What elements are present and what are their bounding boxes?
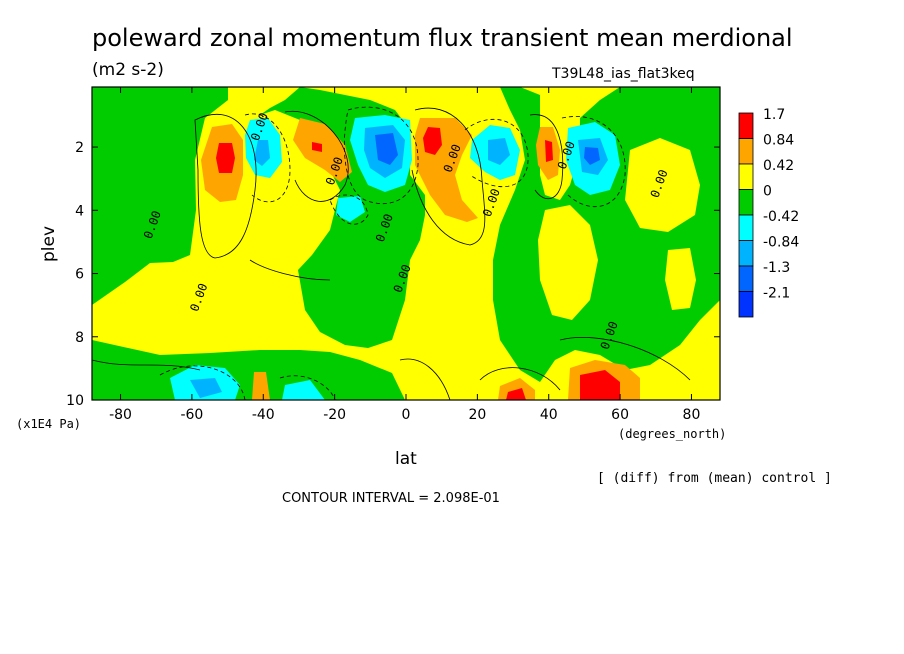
x-tick-label: -20 (323, 407, 346, 423)
y-tick-label: 4 (75, 203, 84, 219)
blue-region (190, 378, 222, 398)
colorbar-swatch (738, 138, 754, 165)
colorbar-swatch (738, 240, 754, 267)
x-tick-label: 20 (468, 407, 486, 423)
x-axis-units: (degrees_north) (618, 427, 726, 441)
colorbar-label: 0.42 (763, 158, 794, 174)
y-axis-title: plev (39, 226, 59, 262)
yellow-region (625, 138, 700, 232)
colorbar-swatch (738, 163, 754, 190)
blue-region (254, 140, 270, 166)
x-tick-label: 60 (611, 407, 629, 423)
colorbar-swatch (738, 112, 754, 139)
green-region (92, 340, 405, 400)
x-tick-label: 40 (540, 407, 558, 423)
colorbar-label: 1.7 (763, 107, 785, 123)
x-tick-label: 0 (402, 407, 411, 423)
chart-title: poleward zonal momentum flux transient m… (92, 24, 793, 52)
x-tick-label: -60 (180, 407, 203, 423)
chart-units: (m2 s-2) (92, 60, 164, 80)
blue-region (488, 138, 510, 165)
green-region (140, 150, 165, 262)
y-tick-label: 6 (75, 267, 84, 283)
red-region (216, 143, 235, 173)
contour-lines-dashed (159, 106, 626, 400)
red-region (580, 370, 620, 400)
yellow-region (665, 248, 696, 310)
colorbar-label: 0 (763, 184, 772, 200)
y-tick-label: 8 (75, 330, 84, 346)
colorbar: 1.7 0.84 0.42 0 -0.42 -0.84 -1.3 -2.1 (738, 107, 799, 318)
orange-region (498, 378, 535, 400)
x-axis: -80 -60 -40 -20 0 20 40 60 80 (109, 87, 700, 423)
orange-region (293, 118, 352, 182)
blue-region (584, 147, 600, 165)
cyan-region (336, 196, 365, 222)
plot-area (92, 87, 720, 400)
x-tick-label: 80 (683, 407, 701, 423)
cyan-region (282, 380, 325, 400)
yellow-region (538, 205, 598, 320)
colorbar-label: 0.84 (763, 133, 794, 149)
red-region (423, 127, 442, 155)
contour-lines (92, 107, 691, 400)
x-axis-title: lat (395, 449, 417, 469)
red-region (312, 142, 322, 152)
contour-interval: CONTOUR INTERVAL = 2.098E-01 (282, 491, 500, 506)
y-axis-units: (x1E4 Pa) (16, 417, 81, 431)
orange-region (252, 372, 270, 400)
colorbar-label: -1.3 (763, 260, 790, 276)
y-tick-label: 2 (75, 140, 84, 156)
colorbar-label: -0.42 (763, 209, 799, 225)
colorbar-swatch (738, 214, 754, 241)
colorbar-swatch (738, 291, 754, 318)
y-tick-label: 10 (66, 393, 84, 409)
run-name: T39L48_ias_flat3keq (551, 66, 695, 82)
blue-region (375, 133, 398, 165)
x-tick-label: -40 (252, 407, 275, 423)
colorbar-label: -2.1 (763, 286, 790, 302)
red-region (506, 388, 526, 400)
colorbar-label: -0.84 (763, 235, 799, 251)
colorbar-swatch (738, 189, 754, 216)
colorbar-swatch (738, 265, 754, 292)
y-axis: 2 4 6 8 10 (66, 140, 720, 409)
red-region (545, 140, 553, 162)
x-tick-label: -80 (109, 407, 132, 423)
diff-note: [ (diff) from (mean) control ] (597, 471, 832, 486)
